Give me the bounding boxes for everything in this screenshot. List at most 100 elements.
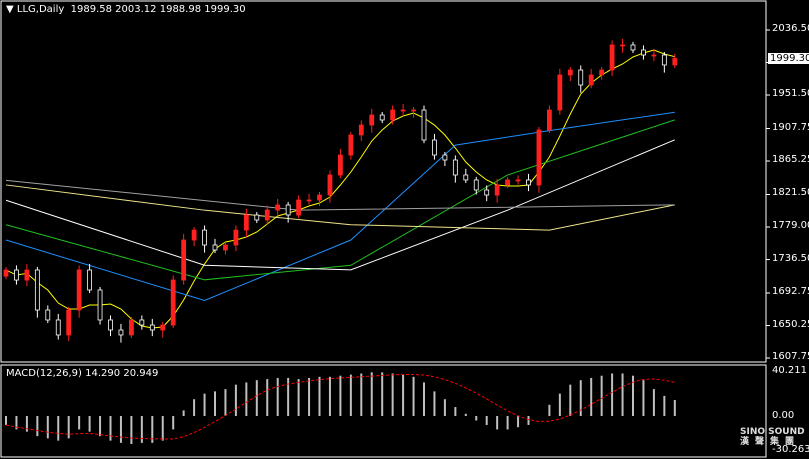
candle-body bbox=[14, 269, 19, 281]
macd-axis-label: 40.211 bbox=[772, 365, 807, 376]
candle-body bbox=[275, 204, 281, 211]
macd-signal-line bbox=[5, 373, 675, 440]
candle-body bbox=[432, 139, 437, 156]
chart-header: ▼ LLG,Daily 1989.58 2003.12 1988.98 1999… bbox=[6, 4, 246, 15]
candle-body bbox=[97, 289, 103, 321]
candle-body bbox=[212, 244, 218, 251]
candle-body bbox=[306, 199, 312, 202]
candle-body bbox=[87, 269, 92, 291]
candle-body bbox=[641, 49, 646, 56]
candle-body bbox=[233, 229, 239, 246]
price-axis-label: 1650.25 bbox=[772, 318, 809, 330]
candle-body bbox=[358, 124, 364, 136]
current-price-label: 1999.30 bbox=[768, 53, 809, 64]
candle-body bbox=[661, 54, 667, 66]
price-axis-label: 1907.75 bbox=[772, 121, 809, 133]
price-axis-label: 1865.25 bbox=[772, 154, 809, 166]
macd-header: MACD(12,26,9) 14.290 20.949 bbox=[6, 368, 158, 379]
macd-panel-frame bbox=[0, 364, 767, 458]
candle-body bbox=[170, 279, 176, 326]
moving-average-line-4 bbox=[5, 184, 675, 231]
moving-average-line-2 bbox=[5, 119, 675, 281]
candle-body bbox=[149, 324, 155, 331]
candle-body bbox=[390, 109, 396, 121]
candle-body bbox=[557, 74, 563, 111]
moving-average-line-0 bbox=[5, 49, 675, 329]
candle-body bbox=[34, 269, 40, 311]
candle-body bbox=[421, 109, 427, 141]
candle-body bbox=[296, 199, 302, 216]
collapse-triangle-icon[interactable]: ▼ bbox=[6, 4, 14, 15]
candle-body bbox=[536, 129, 542, 186]
candle-body bbox=[620, 44, 625, 47]
macd-signal-value: 20.949 bbox=[123, 368, 159, 379]
macd-main-value: 14.290 bbox=[85, 368, 121, 379]
candle-body bbox=[515, 179, 521, 182]
candle-body bbox=[567, 69, 573, 76]
candle-body bbox=[599, 69, 605, 76]
candle-body bbox=[160, 324, 166, 331]
candle-body bbox=[45, 309, 51, 321]
candle-body bbox=[494, 184, 500, 196]
candle-body bbox=[547, 109, 552, 131]
open-value: 1989.58 bbox=[70, 4, 112, 15]
candle-body bbox=[327, 174, 333, 196]
candle-body bbox=[139, 319, 145, 326]
candle-body bbox=[411, 109, 416, 112]
logo-subtext: 漢聲集團 bbox=[740, 437, 801, 447]
candle-body bbox=[118, 329, 124, 336]
logo-text: SINO SOUND bbox=[740, 427, 805, 437]
candle-body bbox=[24, 269, 30, 281]
price-axis-label: 1779.00 bbox=[772, 220, 809, 232]
candle-body bbox=[317, 194, 322, 201]
macd-axis-label: 0.00 bbox=[772, 410, 795, 421]
candle-body bbox=[223, 244, 228, 251]
price-axis-label: 1736.50 bbox=[772, 252, 809, 264]
candle-body bbox=[463, 174, 469, 181]
candle-body bbox=[264, 209, 270, 221]
low-value: 1988.98 bbox=[159, 4, 202, 15]
candle-body bbox=[588, 74, 594, 86]
candle-body bbox=[191, 229, 197, 241]
candle-body bbox=[181, 239, 187, 281]
candle-body bbox=[202, 229, 207, 246]
candle-body bbox=[505, 179, 511, 186]
candle-body bbox=[609, 44, 615, 71]
price-axis-label: 1692.75 bbox=[772, 286, 809, 297]
candle-body bbox=[76, 269, 82, 311]
moving-average-line-3 bbox=[5, 139, 675, 271]
symbol-label: LLG,Daily bbox=[16, 4, 65, 15]
candle-body bbox=[442, 154, 448, 161]
close-value: 1999.30 bbox=[204, 4, 246, 15]
candle-body bbox=[672, 58, 678, 66]
candle-body bbox=[484, 189, 490, 196]
macd-name: MACD(12,26,9) bbox=[6, 368, 82, 379]
price-panel-frame bbox=[0, 0, 767, 363]
high-value: 2003.12 bbox=[115, 4, 157, 15]
price-axis-label: 1821.50 bbox=[772, 187, 809, 199]
candle-body bbox=[651, 54, 657, 57]
candle-body bbox=[66, 309, 72, 336]
candle-body bbox=[630, 44, 636, 51]
candle-body bbox=[243, 214, 249, 231]
candle-body bbox=[3, 269, 9, 277]
candle-body bbox=[578, 69, 584, 86]
candle-body bbox=[452, 159, 458, 176]
candle-body bbox=[473, 179, 479, 191]
candle-body bbox=[369, 114, 375, 126]
sino-sound-logo: SINO SOUND 漢聲集團 bbox=[740, 427, 805, 447]
candle-body bbox=[337, 154, 343, 176]
candle-body bbox=[526, 179, 531, 186]
candle-body bbox=[285, 204, 291, 216]
price-axis-label: 2036.50 bbox=[772, 23, 809, 34]
macd-axis-label: -30.263 bbox=[772, 443, 809, 455]
candle-body bbox=[254, 214, 260, 221]
candle-body bbox=[379, 114, 385, 121]
candle-body bbox=[400, 109, 406, 112]
candle-body bbox=[128, 319, 134, 336]
candle-body bbox=[108, 319, 113, 331]
candle-body bbox=[55, 319, 61, 336]
candle-body bbox=[348, 134, 354, 156]
